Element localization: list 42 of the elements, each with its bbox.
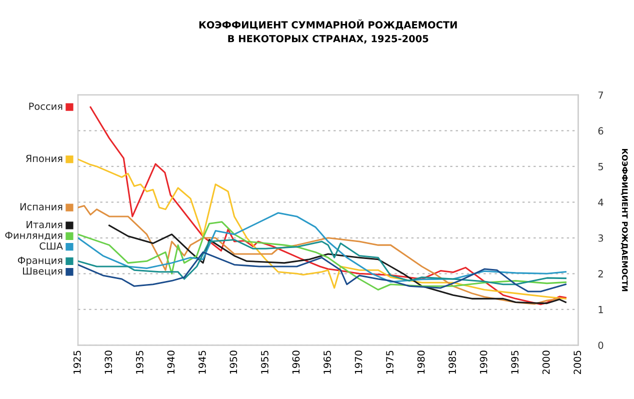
x-tick-label: 1940 — [167, 350, 175, 374]
y2-tick-label: 2 — [598, 270, 603, 278]
y2-tick-label: 7 — [598, 92, 604, 99]
legend-label: Россия — [29, 102, 62, 110]
line-series — [78, 212, 566, 283]
x-tick-label: 2000 — [542, 350, 550, 374]
x-tick-label: 1960 — [292, 350, 300, 374]
legend-label: Испания — [20, 203, 62, 210]
x-tick-label: 1975 — [386, 350, 394, 374]
line-series — [78, 158, 566, 300]
line-series — [78, 204, 560, 305]
legend-label: Финляндия — [5, 232, 62, 240]
x-tick-label: 1950 — [230, 350, 238, 374]
legend-label: Франция — [18, 256, 62, 266]
line-series — [78, 238, 566, 286]
x-tick-label: 1980 — [417, 350, 425, 374]
x-tick-label: 1930 — [104, 350, 112, 374]
line-series — [78, 221, 566, 291]
y2-tick-label: 6 — [598, 127, 604, 135]
x-tick-label: 2005 — [574, 350, 582, 374]
line-series — [90, 106, 566, 306]
x-tick-label: 1965 — [324, 350, 331, 374]
y2-tick-label: 4 — [598, 198, 604, 206]
line-series — [78, 251, 566, 292]
legend-label: Италия — [26, 221, 62, 228]
x-tick-label: 1935 — [136, 350, 144, 374]
legend-label: США — [40, 242, 63, 250]
x-tick-label: 1995 — [511, 350, 518, 374]
x-tick-label: 1985 — [448, 350, 456, 374]
x-tick-label: 1945 — [198, 350, 206, 374]
x-tick-label: 1970 — [354, 350, 362, 374]
x-tick-label: 1990 — [480, 350, 488, 374]
legend-label: Япония — [26, 154, 62, 162]
x-tick-label: 1925 — [73, 350, 81, 374]
y2-tick-label: 5 — [598, 163, 603, 170]
y2-tick-label: 0 — [598, 342, 604, 349]
legend-label: Швеция — [23, 267, 62, 276]
x-tick-label: 1955 — [261, 350, 268, 374]
line-series — [108, 224, 566, 304]
chart-title: КОЭФФИЦИЕНТ СУММАРНОЙ РОЖДАЕМОСТИ В НЕКОТОРЫХ СТРАНАХ, 1925-2005 — [199, 19, 457, 44]
y2-tick-label: 3 — [598, 234, 604, 242]
y2-tick-label: 1 — [598, 306, 603, 314]
